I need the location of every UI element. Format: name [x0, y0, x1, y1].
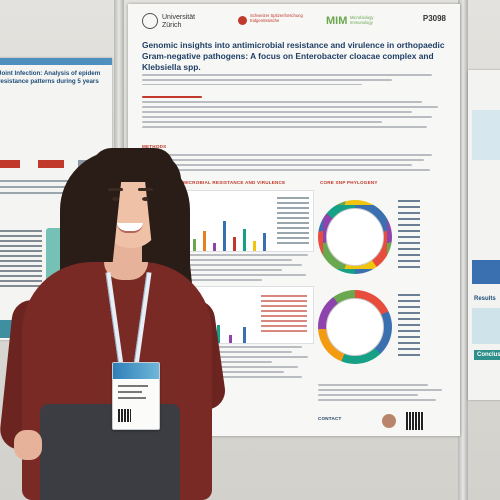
methods-text: [162, 154, 442, 174]
mim-logo-mark: MIM: [326, 15, 348, 27]
poster-title: Genomic insights into antimicrobial resi…: [142, 40, 445, 72]
ethz-logo-icon: [238, 16, 247, 25]
phylogeny-text: [318, 384, 448, 404]
left-poster-text-3: [0, 192, 102, 194]
mim-logo-line1: Microbiology: [350, 15, 374, 20]
right-poster-box-1: [472, 110, 500, 160]
left-hand: [14, 430, 42, 460]
left-eyebrow: [108, 188, 123, 191]
ethz-logo-line2: Eidgenössische: [250, 17, 280, 23]
right-eye: [142, 197, 149, 201]
uzh-logo-line2: Zürich: [162, 21, 182, 29]
left-poster-text-1: [0, 180, 104, 182]
core-snp-heading: CORE SNP PHYLOGENY: [320, 180, 378, 185]
uzh-logo: Universität Zürich: [162, 14, 195, 29]
right-poster-box-3: [472, 308, 500, 344]
left-poster-text-2: [0, 186, 98, 188]
left-eye: [112, 197, 119, 201]
badge-header: [113, 363, 159, 379]
right-poster: Results Conclus: [468, 70, 500, 400]
name-badge: [112, 362, 160, 430]
mim-logo: Microbiology Immunology: [350, 15, 374, 25]
right-eyebrow: [138, 188, 153, 191]
tree-1-legend: [398, 200, 420, 270]
mim-logo-line2: Immunology: [350, 19, 373, 25]
author-photo: [382, 414, 396, 428]
right-poster-box-2: [472, 260, 500, 284]
board-frame-right: [458, 0, 468, 500]
right-poster-results-label: Results: [474, 296, 496, 302]
badge-qr-code: [118, 409, 131, 422]
authors-block: [142, 74, 442, 88]
left-poster-table: [0, 230, 42, 290]
left-poster-title: Joint Infection: Analysis of epidem resi…: [0, 70, 101, 85]
contact-heading: CONTACT: [318, 416, 342, 421]
tree-2-legend: [398, 294, 420, 360]
poster-id: P3098: [422, 14, 446, 23]
right-poster-conclusion-label: Conclus: [474, 350, 500, 360]
qr-code: [406, 412, 424, 430]
uzh-seal-icon: [142, 13, 158, 29]
amr-text: [142, 254, 312, 284]
uzh-logo-line1: Universität: [162, 14, 196, 21]
phylogeny-tree-2-inner: [326, 298, 384, 356]
left-poster-band: [0, 58, 112, 65]
smile: [117, 223, 143, 233]
ethz-logo: Schweizer Spitzenforschung Eidgenössisch…: [250, 13, 303, 23]
logo-row: Universität Zürich Schweizer Spitzenfors…: [142, 12, 452, 34]
phylogeny-tree-1-inner: [326, 208, 384, 266]
background-text: [142, 96, 442, 131]
methods-heading: METHODS: [142, 144, 167, 149]
ethz-logo-line1: Schweizer Spitzenforschung: [250, 13, 303, 18]
neckline: [104, 262, 148, 280]
